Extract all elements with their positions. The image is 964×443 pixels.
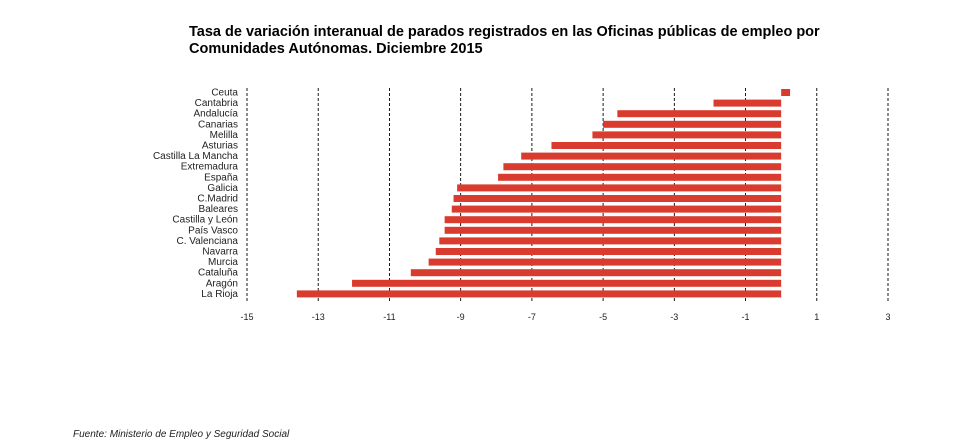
- category-label: Cataluña: [198, 268, 238, 279]
- bar: [444, 216, 782, 224]
- bar: [781, 89, 791, 96]
- category-label: Navarra: [202, 247, 238, 258]
- category-label: La Rioja: [201, 289, 238, 300]
- x-tick-label: -11: [383, 312, 395, 322]
- category-label: Murcia: [208, 257, 238, 268]
- bar: [713, 99, 782, 107]
- bar: [592, 131, 782, 139]
- x-tick-label: -15: [240, 312, 253, 322]
- bar: [428, 258, 782, 266]
- bar: [439, 237, 782, 245]
- x-axis-tick-labels: -15 -13 -11 -9 -7 -5 -3 -1 1 3: [240, 312, 890, 322]
- x-tick-label: 1: [814, 312, 819, 322]
- category-label: País Vasco: [188, 225, 238, 236]
- x-tick-label: -3: [670, 312, 678, 322]
- category-label: C. Valenciana: [176, 236, 238, 247]
- category-label: Melilla: [210, 130, 239, 141]
- category-label: C.Madrid: [197, 194, 238, 205]
- x-tick-label: -9: [457, 312, 465, 322]
- category-label: Canarias: [198, 119, 238, 130]
- x-tick-label: -7: [528, 312, 536, 322]
- category-labels: CeutaCantabriaAndalucíaCanariasMelillaAs…: [153, 88, 238, 300]
- bar: [503, 163, 782, 171]
- category-label: Extremadura: [181, 162, 239, 173]
- bar: [435, 248, 782, 255]
- bar: [617, 110, 782, 118]
- category-label: Asturias: [202, 141, 238, 152]
- bars: [296, 89, 791, 298]
- bar: [451, 205, 782, 213]
- x-tick-label: -5: [599, 312, 607, 322]
- category-label: Baleares: [199, 204, 238, 215]
- category-label: Aragón: [206, 278, 238, 289]
- bar: [521, 152, 782, 160]
- bar: [603, 120, 782, 128]
- category-label: Ceuta: [211, 88, 238, 99]
- bar: [352, 279, 782, 287]
- category-label: Galicia: [207, 183, 238, 194]
- source-note: Fuente: Ministerio de Empleo y Seguridad…: [73, 429, 290, 440]
- x-tick-label: -1: [742, 312, 750, 322]
- bar: [444, 226, 782, 234]
- x-tick-label: 3: [885, 312, 890, 322]
- bar: [457, 184, 782, 192]
- category-label: Cantabria: [195, 98, 239, 109]
- category-label: Andalucía: [194, 109, 239, 120]
- x-tick-label: -13: [312, 312, 325, 322]
- category-label: Castilla y León: [172, 215, 238, 226]
- category-label: Castilla La Mancha: [153, 151, 238, 162]
- bar: [410, 269, 782, 277]
- category-label: España: [204, 172, 238, 183]
- bar: [551, 142, 782, 149]
- bar: [498, 173, 782, 181]
- chart-title: Tasa de variación interanual de parados …: [189, 24, 820, 57]
- bar: [296, 290, 782, 298]
- bar: [453, 195, 782, 202]
